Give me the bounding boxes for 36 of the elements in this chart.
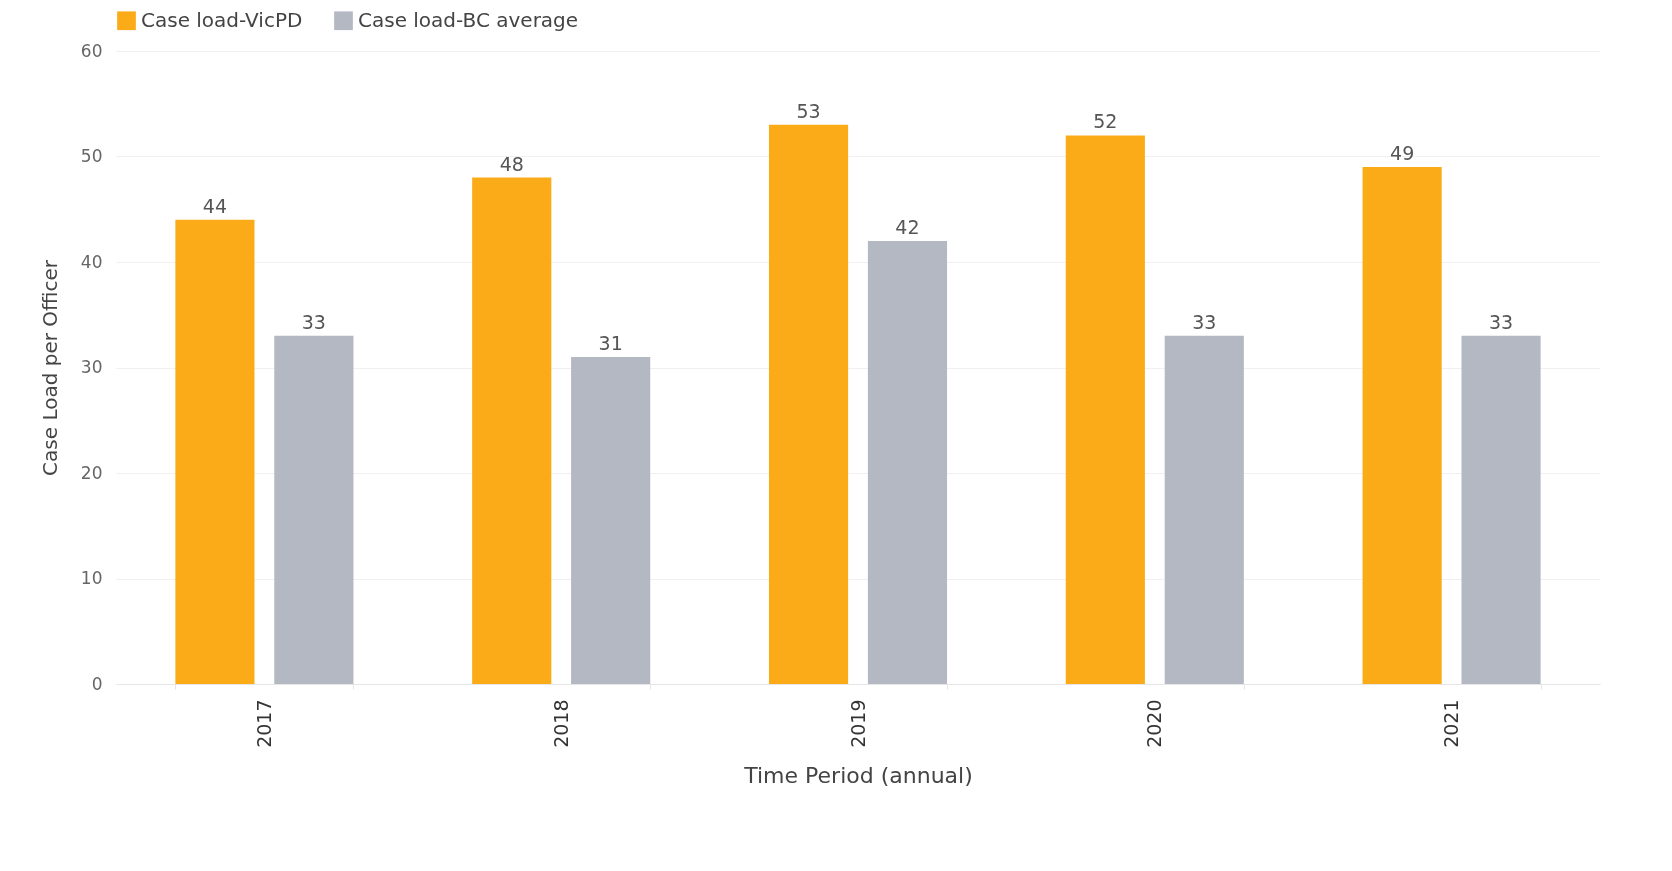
bar — [274, 335, 354, 684]
data-label: 33 — [1488, 310, 1514, 333]
bar — [175, 219, 255, 684]
bar — [867, 240, 948, 684]
legend-label: Case load-BC average — [358, 7, 579, 32]
y-axis-title: Case Load per Officer — [37, 259, 62, 476]
y-tick-label: 50 — [80, 146, 103, 166]
x-tick-label: 2021 — [1440, 699, 1463, 748]
data-label: 33 — [1192, 310, 1217, 333]
bar — [1461, 335, 1541, 684]
x-tick-label: 2017 — [252, 699, 275, 748]
data-label: 48 — [499, 152, 524, 175]
y-tick-label: 10 — [80, 568, 103, 588]
data-label: 53 — [796, 99, 821, 122]
y-tick-label: 20 — [80, 462, 103, 483]
data-label: 31 — [598, 331, 623, 354]
data-label: 42 — [895, 215, 920, 238]
y-tick-label: 30 — [80, 357, 103, 377]
bar — [1362, 167, 1442, 684]
x-tick-label: 2018 — [549, 699, 572, 748]
y-tick-label: 60 — [80, 40, 103, 61]
bar — [1164, 335, 1244, 684]
x-tick-label: 2020 — [1143, 699, 1166, 748]
data-label: 33 — [301, 310, 326, 333]
data-label: 44 — [202, 194, 228, 217]
legend-label: Case load-VicPD — [141, 7, 303, 32]
y-tick-label: 40 — [80, 251, 103, 272]
bar — [571, 356, 651, 684]
data-label: 49 — [1390, 142, 1415, 165]
bar — [768, 124, 849, 684]
data-label: 52 — [1093, 110, 1118, 133]
y-tick-label: 0 — [91, 673, 103, 694]
bar — [1065, 135, 1145, 684]
x-tick-label: 2019 — [846, 699, 869, 748]
x-axis-title: Time Period (annual) — [743, 762, 973, 788]
bar — [472, 177, 552, 684]
